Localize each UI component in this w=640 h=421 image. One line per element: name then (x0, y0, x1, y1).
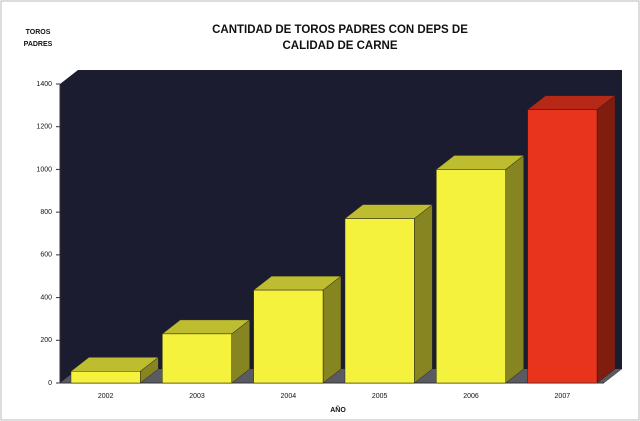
bar (344, 204, 434, 384)
y-tick-label: 400 (40, 294, 52, 301)
x-axis-label: AÑO (330, 405, 346, 414)
x-tick-label: 2002 (98, 393, 114, 400)
bar (161, 319, 251, 384)
y-tick-label: 1000 (36, 166, 52, 173)
x-tick-label: 2007 (555, 393, 571, 400)
bar (70, 356, 160, 384)
bar-front (436, 169, 506, 384)
y-tick-label: 200 (40, 337, 52, 344)
y-tick-label: 1200 (36, 124, 52, 131)
bar-side (596, 95, 616, 384)
y-tick-label: 1400 (36, 81, 52, 88)
chart-title: CANTIDAD DE TOROS PADRES CON DEPS DE (212, 24, 468, 36)
bar-front (70, 371, 141, 384)
bar-front (527, 109, 598, 384)
bar (435, 154, 525, 384)
bar-front (162, 333, 232, 384)
y-axis-label: TOROS (26, 29, 51, 36)
x-tick-label: 2005 (372, 393, 388, 400)
bar-side (414, 204, 433, 384)
x-tick-label: 2006 (463, 393, 479, 400)
bar-side (322, 275, 342, 384)
x-tick-label: 2003 (189, 393, 205, 400)
bar-front (344, 218, 415, 384)
chart-title: CALIDAD DE CARNE (283, 40, 398, 52)
bar (526, 95, 616, 384)
y-tick-label: 0 (48, 380, 52, 387)
y-tick-label: 800 (40, 209, 52, 216)
y-tick-label: 600 (40, 252, 52, 259)
x-tick-label: 2004 (281, 393, 297, 400)
y-axis-label: PADRES (24, 41, 53, 48)
bar (252, 275, 342, 384)
bar-side (505, 154, 524, 384)
bar-front (253, 289, 324, 384)
